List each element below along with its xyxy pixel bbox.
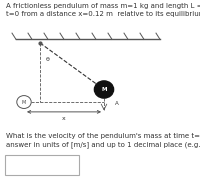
Text: What is the velocity of the pendulum's mass at time t=1.5 s? Give your
answer in: What is the velocity of the pendulum's m…: [6, 133, 200, 148]
Text: x: x: [62, 116, 66, 121]
Text: A: A: [115, 101, 119, 106]
Text: θ: θ: [46, 57, 50, 62]
Circle shape: [17, 96, 31, 108]
Circle shape: [94, 81, 114, 98]
Text: M: M: [22, 100, 26, 105]
Text: A frictionless pendulum of mass m=1 kg and length L =1 m, gets released at
t=0 f: A frictionless pendulum of mass m=1 kg a…: [6, 3, 200, 17]
Text: M: M: [101, 87, 107, 92]
FancyBboxPatch shape: [5, 155, 79, 175]
